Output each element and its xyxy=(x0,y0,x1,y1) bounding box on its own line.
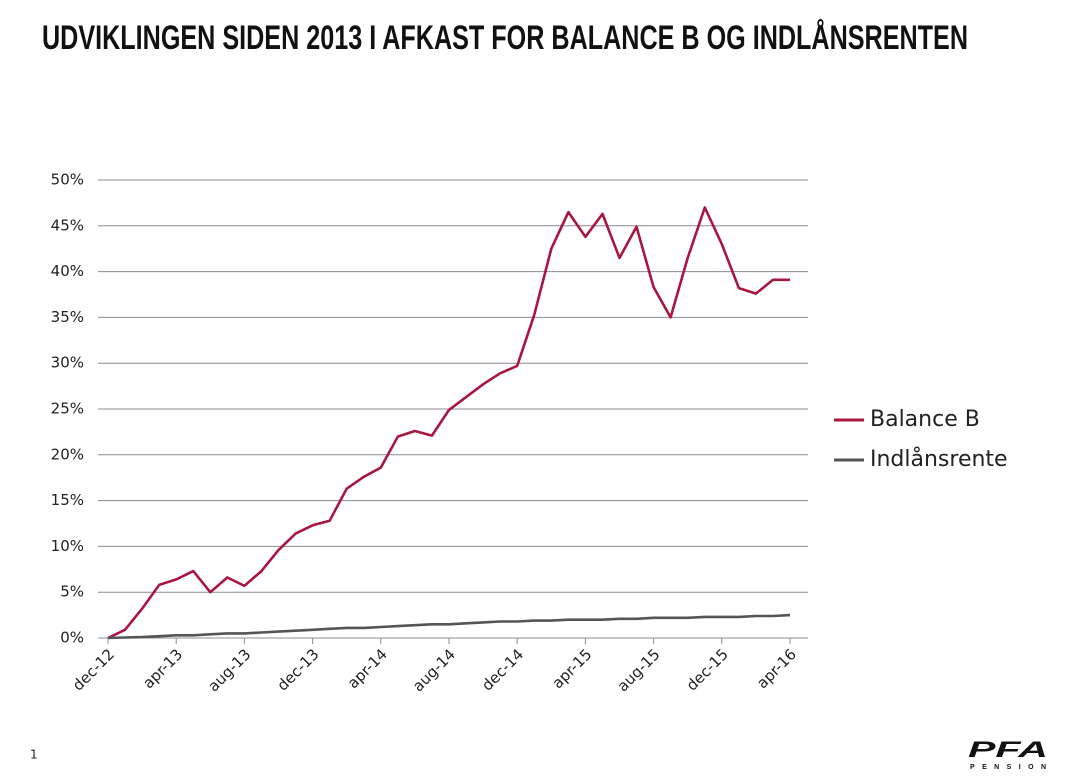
logo-subtitle: PENSION xyxy=(970,764,1046,771)
y-tick-label: 35% xyxy=(51,308,84,326)
x-tick-label: apr-14 xyxy=(344,645,391,692)
y-tick-label: 45% xyxy=(51,216,84,234)
x-tick-label: dec-13 xyxy=(273,645,322,694)
line-series xyxy=(107,613,791,640)
line-series xyxy=(107,206,790,640)
logo: PFA xyxy=(968,737,1048,762)
y-tick-label: 40% xyxy=(51,262,84,280)
x-tick-label: aug-15 xyxy=(614,645,664,695)
x-tick-label: apr-15 xyxy=(548,645,595,692)
legend-label: Balance B xyxy=(870,407,980,432)
legend-label: Indlånsrente xyxy=(870,446,1008,472)
x-tick-label: aug-14 xyxy=(409,645,459,695)
y-tick-label: 20% xyxy=(51,445,84,463)
y-tick-label: 15% xyxy=(51,491,84,509)
x-tick-label: dec-15 xyxy=(683,645,732,694)
chart-title: UDVIKLINGEN SIDEN 2013 I AFKAST FOR BALA… xyxy=(42,19,968,57)
y-tick-label: 10% xyxy=(51,537,84,555)
y-tick-label: 0% xyxy=(60,629,84,647)
x-tick-label: dec-14 xyxy=(478,645,527,694)
y-tick-label: 50% xyxy=(51,171,84,189)
x-tick-label: apr-13 xyxy=(139,645,186,692)
y-tick-label: 5% xyxy=(60,583,84,601)
x-tick-label: dec-12 xyxy=(69,645,118,694)
y-tick-label: 25% xyxy=(51,400,84,418)
y-tick-label: 30% xyxy=(51,354,84,372)
x-tick-label: aug-13 xyxy=(204,645,254,695)
x-tick-label: apr-16 xyxy=(753,645,800,692)
page-number: 1 xyxy=(30,748,38,762)
